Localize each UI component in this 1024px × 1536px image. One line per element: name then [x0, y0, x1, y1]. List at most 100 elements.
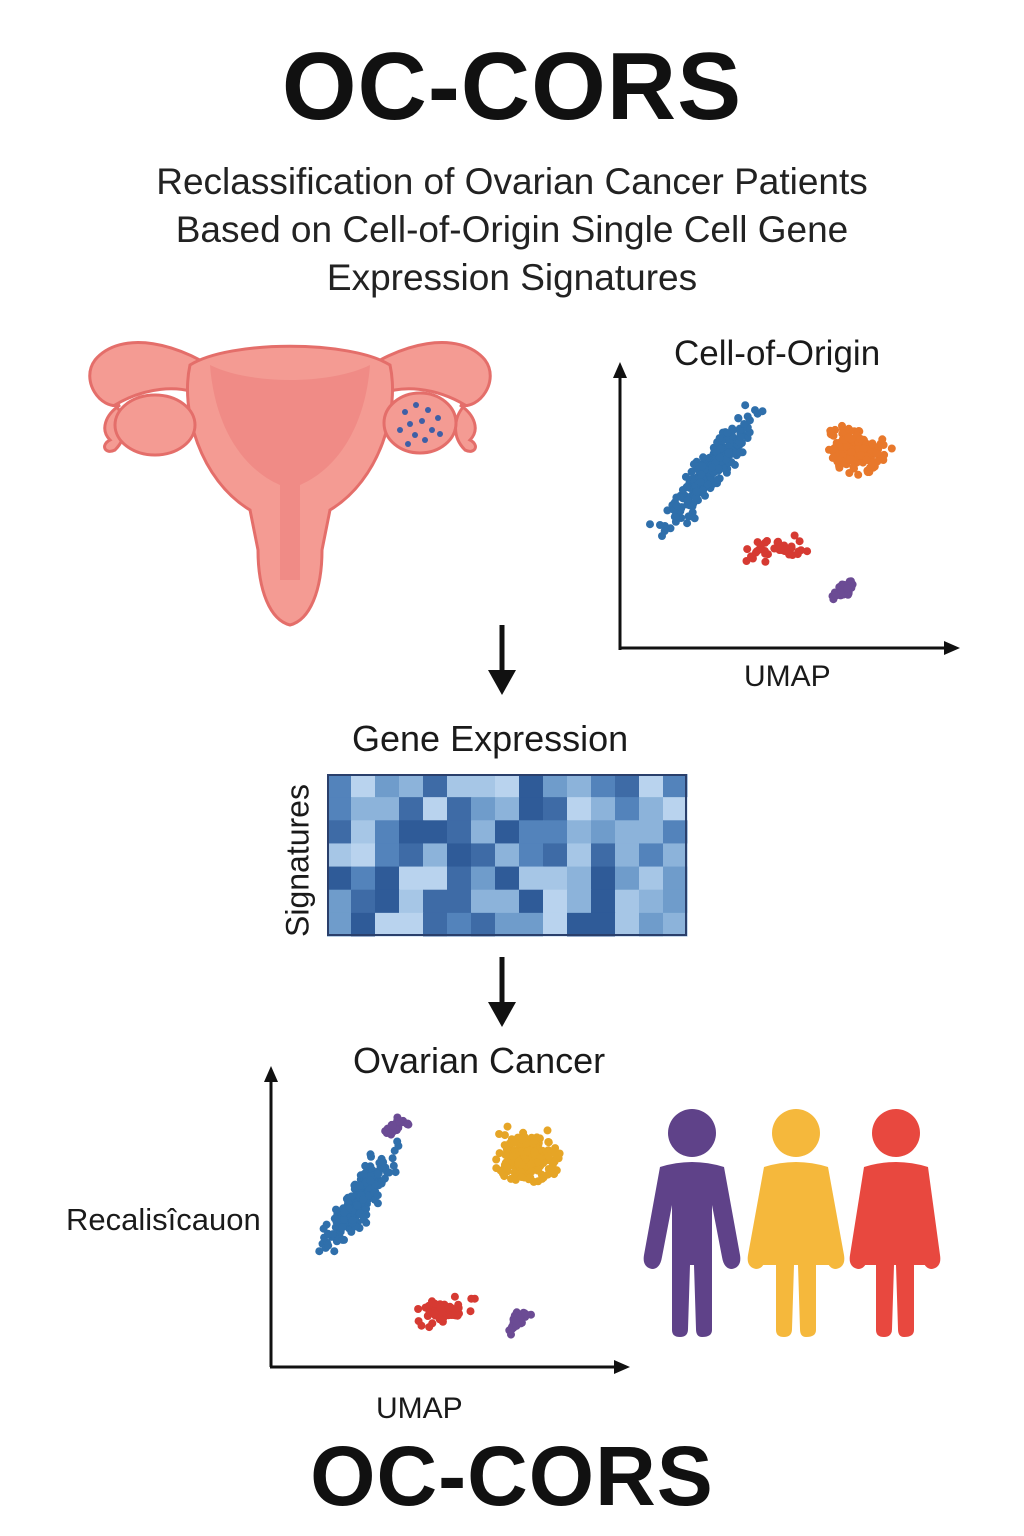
heatmap-cell: [447, 820, 472, 844]
heatmap-cell: [447, 866, 472, 891]
heatmap-cell: [351, 889, 376, 914]
umap-point: [367, 1152, 375, 1161]
umap-point: [691, 493, 700, 502]
umap-point: [844, 424, 853, 433]
heatmap-cell: [351, 912, 376, 937]
heatmap-cell: [591, 889, 616, 914]
heatmap-cell: [423, 797, 448, 821]
heatmap-cell: [639, 889, 664, 914]
umap-point: [723, 429, 732, 438]
heatmap-cell: [639, 820, 664, 844]
umap-point: [393, 1137, 402, 1146]
umap-point: [530, 1137, 538, 1146]
umap-point: [355, 1181, 364, 1190]
heatmap-cell: [471, 866, 496, 891]
heatmap-cell: [591, 912, 616, 937]
umap-point: [663, 506, 672, 515]
heatmap-cell: [399, 797, 424, 821]
umap-point: [538, 1174, 546, 1183]
umap-point: [514, 1158, 523, 1167]
heatmap-cell: [447, 889, 472, 914]
heatmap-cell: [399, 889, 424, 914]
heatmap-cell: [399, 843, 424, 868]
umap-point: [322, 1220, 331, 1229]
heatmap-cell: [471, 797, 496, 821]
heatmap-cell: [639, 866, 664, 891]
heatmap-cell: [639, 912, 664, 937]
heatmap-cell: [375, 866, 400, 891]
uterus-ovary-illustration: [88, 341, 492, 627]
umap-point: [672, 493, 681, 502]
heatmap-cell: [567, 843, 592, 868]
umap-point: [403, 1119, 412, 1128]
heatmap-cell: [615, 797, 640, 821]
umap-point: [340, 1208, 349, 1217]
heatmap-cell: [543, 774, 568, 798]
heatmap-cell: [471, 889, 496, 914]
heatmap-cell: [567, 774, 592, 798]
umap-point: [501, 1150, 510, 1159]
umap-point: [511, 1169, 519, 1178]
umap-point: [790, 531, 799, 540]
umap-point: [511, 1316, 520, 1325]
heatmap-cell: [519, 912, 544, 937]
umap-point: [381, 1127, 390, 1136]
umap-point: [552, 1166, 561, 1175]
heatmap-cell: [495, 797, 520, 821]
umap-point: [338, 1235, 347, 1244]
umap-point: [510, 1138, 519, 1147]
heatmap-cell: [399, 912, 424, 937]
umap-point: [449, 1311, 458, 1319]
umap-point: [373, 1191, 382, 1200]
heatmap-cell: [663, 912, 688, 937]
heatmap-cell: [327, 843, 352, 868]
subtitle-line: Based on Cell-of-Origin Single Cell Gene: [175, 209, 849, 250]
heatmap-cell: [615, 912, 640, 937]
umap-point: [425, 1323, 434, 1332]
umap-point: [492, 1155, 501, 1164]
umap-point: [838, 421, 846, 430]
umap-point: [868, 458, 877, 467]
subtitle-line: Reclassification of Ovarian Cancer Patie…: [156, 161, 868, 202]
heatmap-cell: [663, 820, 688, 844]
umap-point: [329, 1230, 337, 1239]
umap-point: [735, 448, 744, 457]
umap-point: [388, 1154, 397, 1163]
umap-point: [366, 1176, 375, 1185]
umap-point: [734, 414, 743, 422]
umap-point: [751, 406, 759, 415]
umap-point: [467, 1294, 476, 1303]
heatmap-cell: [423, 843, 448, 868]
page-subtitle: Reclassification of Ovarian Cancer Patie…: [62, 158, 962, 302]
umap-point: [503, 1122, 512, 1131]
umap-point: [862, 455, 871, 464]
umap-point: [715, 453, 724, 462]
umap-point: [844, 433, 853, 442]
umap-point: [741, 401, 750, 410]
heatmap-cell: [543, 820, 568, 844]
umap-point: [380, 1174, 389, 1183]
heatmap-cell: [543, 912, 568, 937]
umap-point: [856, 434, 865, 443]
umap-point: [359, 1195, 368, 1204]
umap-top-plot: [613, 362, 960, 655]
umap-point: [736, 433, 745, 442]
umap-point: [495, 1130, 504, 1138]
heatmap-cell: [615, 843, 640, 868]
page-title: OC-CORS: [281, 33, 743, 140]
heatmap-cell: [591, 843, 616, 868]
umap-point: [389, 1127, 398, 1136]
umap-point: [826, 426, 835, 435]
umap-point: [692, 487, 701, 496]
heatmap-cell: [567, 889, 592, 914]
umap-point: [730, 460, 739, 469]
heatmap-cell: [519, 843, 544, 868]
heatmap-cell: [423, 820, 448, 844]
umap-point: [430, 1309, 439, 1318]
umap-point: [330, 1247, 339, 1256]
umap-point: [681, 472, 690, 481]
umap-point: [678, 486, 687, 494]
umap-point: [743, 545, 752, 554]
umap-point: [359, 1213, 368, 1222]
umap-point: [548, 1160, 557, 1169]
